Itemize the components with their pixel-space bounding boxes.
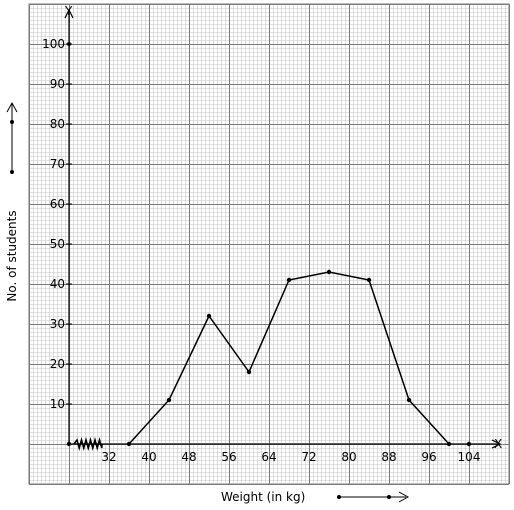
data-series <box>126 269 472 447</box>
y-axis-arrowhead <box>64 8 74 19</box>
x-tick-label: 32 <box>101 450 116 464</box>
x-tick-label: 56 <box>221 450 236 464</box>
y-title-arrow-dot-mid <box>10 120 14 124</box>
data-point <box>246 369 252 375</box>
data-point <box>366 277 372 283</box>
x-tick-label: 104 <box>458 450 481 464</box>
data-point <box>446 441 452 447</box>
y-title-arrow-dot-start <box>10 170 14 174</box>
y-tick-label: 70 <box>50 157 65 171</box>
y-tick-label: 10 <box>50 397 65 411</box>
data-point <box>286 277 292 283</box>
x-title-arrowhead <box>398 491 410 503</box>
y-tick-label: 100 <box>42 37 65 51</box>
y-axis-top-point <box>67 42 71 46</box>
y-tick-label: 40 <box>50 277 65 291</box>
data-point <box>166 397 172 403</box>
labels: X Y 10 20 30 40 50 60 70 80 90 100 32 40 48 56 64 72 80 88 9… <box>5 4 502 504</box>
x-axis-letter: X <box>494 437 502 451</box>
x-tick-label: 40 <box>141 450 156 464</box>
axis-marker-point <box>466 441 472 447</box>
y-axis-letter: Y <box>64 4 73 18</box>
grid-major-lines <box>29 4 510 485</box>
x-title-arrow-dot-mid <box>387 495 391 499</box>
data-point <box>126 441 132 447</box>
origin-point <box>66 441 72 447</box>
y-tick-label: 20 <box>50 357 65 371</box>
data-point <box>326 269 332 275</box>
y-tick-label: 30 <box>50 317 65 331</box>
data-point <box>206 313 212 319</box>
y-axis-title: No. of students <box>5 210 19 301</box>
x-tick-label: 96 <box>421 450 436 464</box>
x-tick-label: 64 <box>261 450 276 464</box>
y-tick-label: 50 <box>50 237 65 251</box>
axes <box>6 8 502 503</box>
y-tick-label: 60 <box>50 197 65 211</box>
x-tick-label: 48 <box>181 450 196 464</box>
x-tick-label: 88 <box>381 450 396 464</box>
x-axis-title: Weight (in kg) <box>221 490 305 504</box>
x-tick-label: 80 <box>341 450 356 464</box>
x-title-arrow-dot-start <box>337 495 341 499</box>
data-point <box>406 397 412 403</box>
y-tick-label: 90 <box>50 77 65 91</box>
x-axis-break-zigzag <box>73 437 103 451</box>
y-title-arrowhead <box>6 101 18 113</box>
x-tick-label: 72 <box>301 450 316 464</box>
y-tick-label: 80 <box>50 117 65 131</box>
x-axis-arrowhead <box>491 439 502 449</box>
graph-paper-grid <box>28 3 510 485</box>
